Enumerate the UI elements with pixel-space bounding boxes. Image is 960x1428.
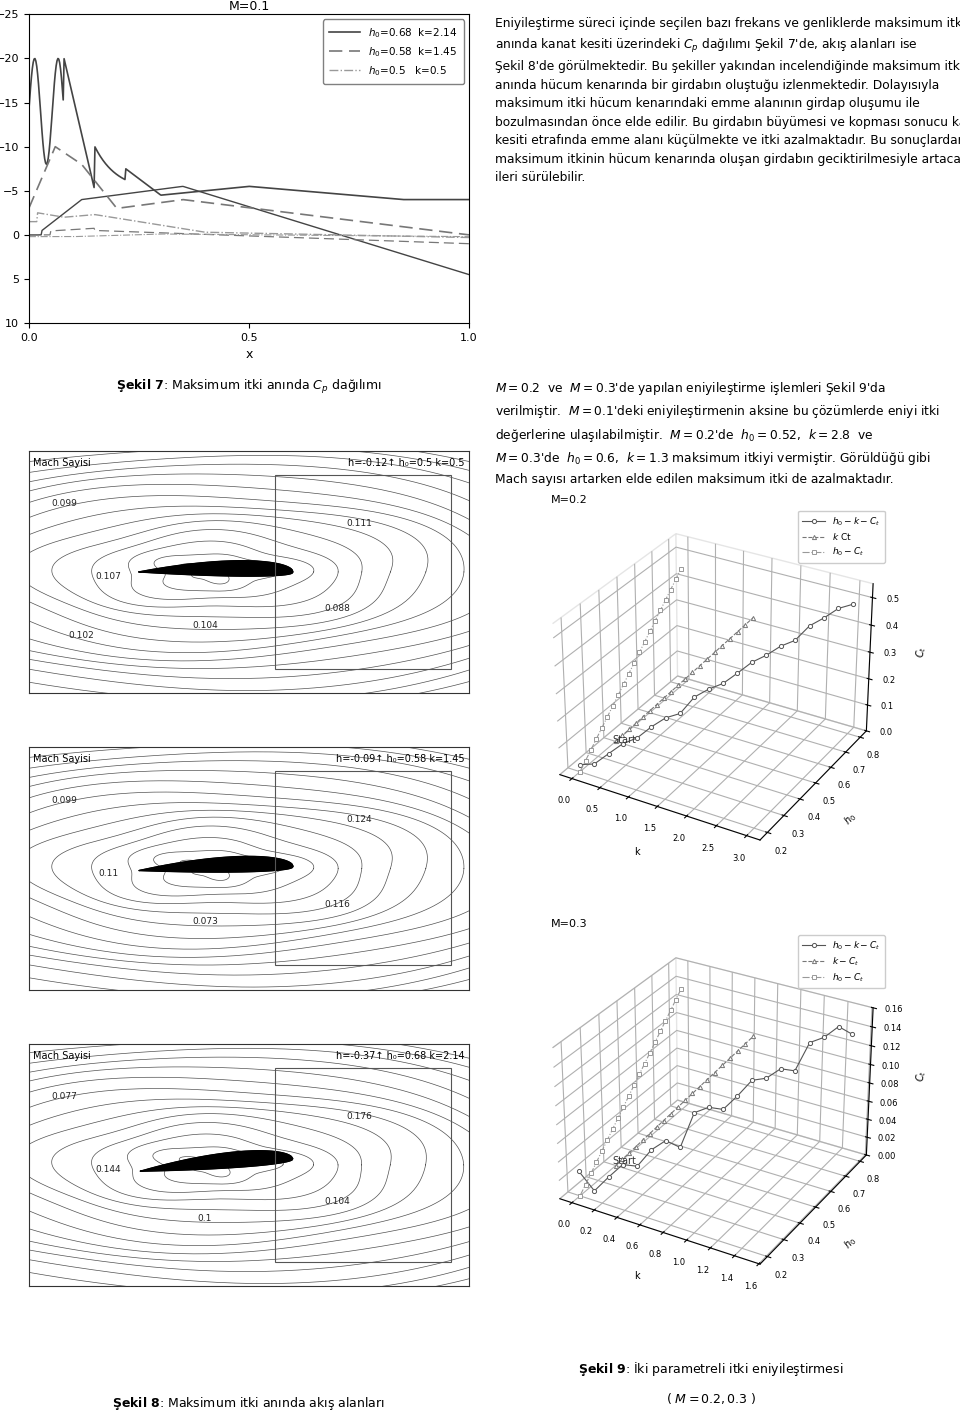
Text: 0.111: 0.111 (346, 518, 372, 528)
Legend: $h_0 - k - C_t$, $k - C_t$, $h_0 - C_t$: $h_0 - k - C_t$, $k - C_t$, $h_0 - C_t$ (798, 935, 885, 988)
X-axis label: k: k (634, 847, 639, 857)
Polygon shape (140, 1151, 293, 1171)
Legend: $h_0$=0.68  k=2.14, $h_0$=0.58  k=1.45, $h_0$=0.5   k=0.5: $h_0$=0.68 k=2.14, $h_0$=0.58 k=1.45, $h… (323, 20, 464, 84)
Text: 0.176: 0.176 (346, 1112, 372, 1121)
Text: 0.116: 0.116 (324, 900, 349, 910)
Text: 0.107: 0.107 (95, 573, 121, 581)
Text: $\bf{Şekil\ 7}$: Maksimum itki anında $C_p$ dağılımı: $\bf{Şekil\ 7}$: Maksimum itki anında $C… (116, 378, 382, 396)
Title: M=0.1: M=0.1 (228, 0, 270, 13)
X-axis label: x: x (245, 348, 252, 361)
Text: Mach Sayisi: Mach Sayisi (34, 1051, 91, 1061)
Text: 0.104: 0.104 (192, 621, 218, 630)
X-axis label: k: k (634, 1271, 639, 1281)
Text: 0.099: 0.099 (51, 795, 77, 805)
Text: Mach Sayisi: Mach Sayisi (34, 458, 91, 468)
Text: 0.124: 0.124 (347, 815, 372, 824)
Y-axis label: $h_0$: $h_0$ (841, 810, 859, 828)
Text: h=-0.37↑ h₀=0.68 k=2.14: h=-0.37↑ h₀=0.68 k=2.14 (336, 1051, 465, 1061)
Text: h=-0.12↑ h₀=0.5 k=0.5: h=-0.12↑ h₀=0.5 k=0.5 (348, 458, 465, 468)
Text: 0.077: 0.077 (51, 1092, 77, 1101)
Legend: $h_0 - k - C_t$, $k$ Ct, $h_0 - C_t$: $h_0 - k - C_t$, $k$ Ct, $h_0 - C_t$ (798, 511, 885, 563)
Text: Eniyileştirme süreci içinde seçilen bazı frekans ve genliklerde maksimum itki
an: Eniyileştirme süreci içinde seçilen bazı… (495, 17, 960, 184)
Text: 0.104: 0.104 (324, 1197, 349, 1205)
Polygon shape (139, 857, 293, 873)
Text: M=0.2: M=0.2 (551, 496, 588, 506)
Text: 0.102: 0.102 (69, 631, 94, 640)
Y-axis label: $h_0$: $h_0$ (841, 1234, 859, 1252)
Text: 0.073: 0.073 (192, 917, 218, 927)
Text: 0.11: 0.11 (98, 868, 118, 878)
Text: 0.144: 0.144 (95, 1165, 121, 1174)
Polygon shape (139, 561, 293, 575)
Text: h=-0.09↑ h₀=0.58 k=1.45: h=-0.09↑ h₀=0.58 k=1.45 (336, 754, 465, 764)
Text: Mach Sayisi: Mach Sayisi (34, 754, 91, 764)
Text: 0.1: 0.1 (198, 1214, 212, 1222)
Text: $M = 0.2$  ve  $M = 0.3$'de yapılan eniyileştirme işlemleri Şekil 9'da
verilmişt: $M = 0.2$ ve $M = 0.3$'de yapılan eniyil… (495, 380, 941, 486)
Text: 0.099: 0.099 (51, 500, 77, 508)
Text: $\bf{Şekil\ 8}$: Maksimum itki anında akış alanları: $\bf{Şekil\ 8}$: Maksimum itki anında ak… (112, 1395, 385, 1412)
Text: 0.088: 0.088 (324, 604, 349, 613)
Text: M=0.3: M=0.3 (551, 920, 588, 930)
Text: ( $M = 0.2, 0.3$ ): ( $M = 0.2, 0.3$ ) (666, 1391, 756, 1407)
Text: $\bf{Şekil\ 9}$: İki parametreli itki eniyileştirmesi: $\bf{Şekil\ 9}$: İki parametreli itki en… (578, 1361, 844, 1378)
